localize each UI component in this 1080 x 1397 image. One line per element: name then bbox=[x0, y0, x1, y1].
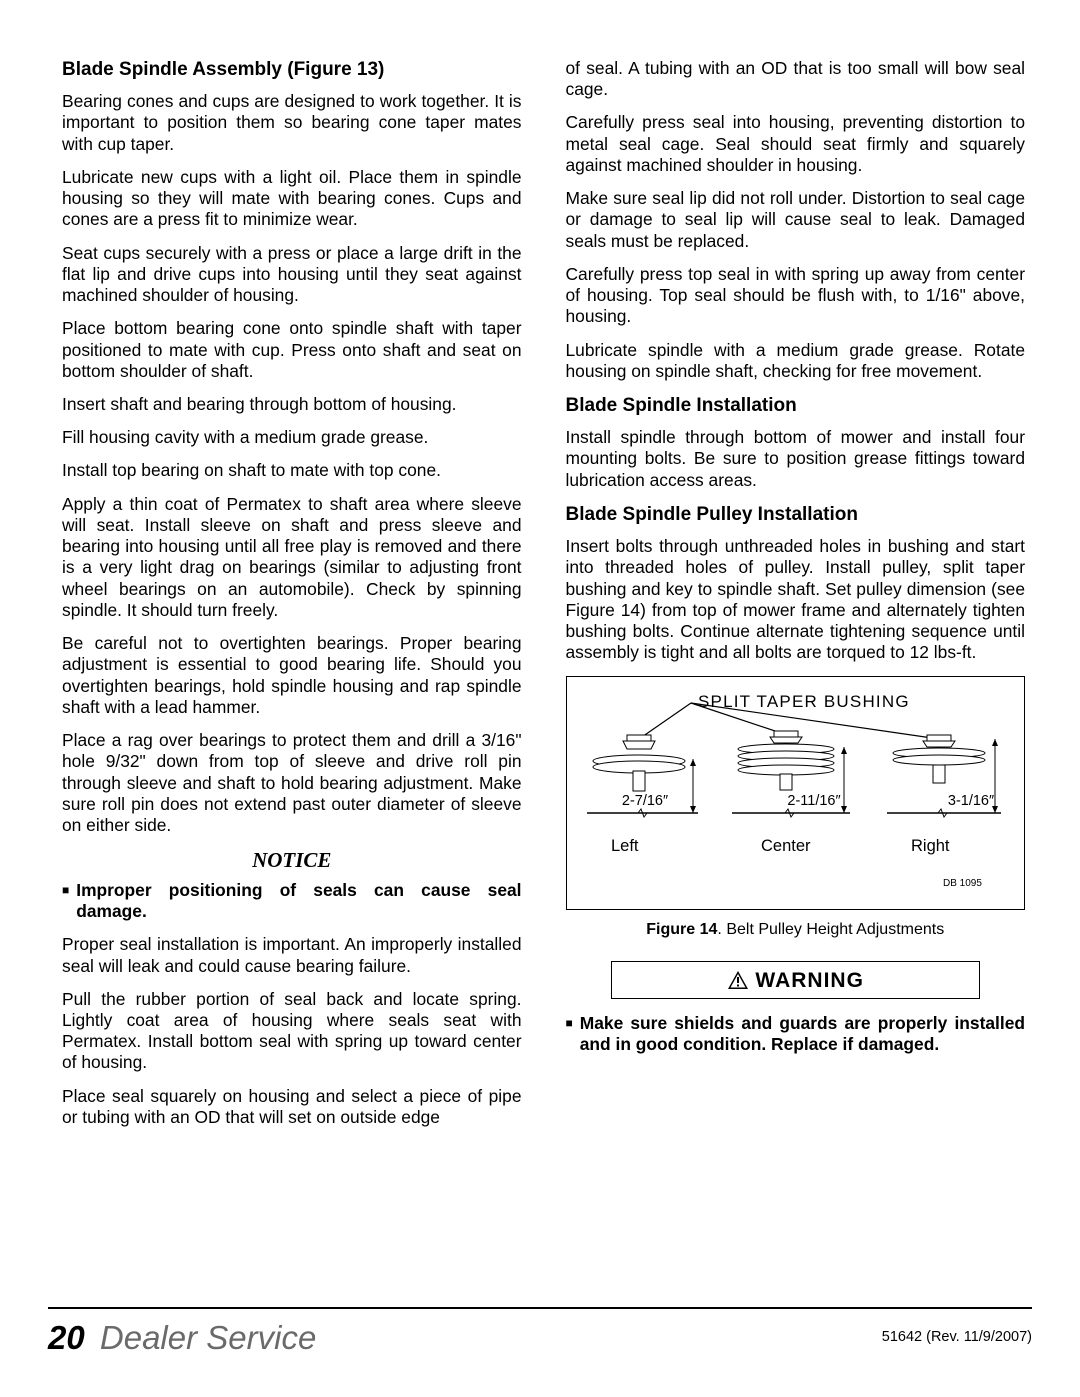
dim-left: 2-7/16″ bbox=[621, 793, 667, 809]
body-text: Be careful not to overtighten bearings. … bbox=[62, 633, 522, 718]
doc-id: 51642 (Rev. 11/9/2007) bbox=[882, 1329, 1032, 1347]
left-pulley: 2-7/16″ bbox=[587, 735, 698, 817]
body-text: Fill housing cavity with a medium grade … bbox=[62, 427, 522, 448]
figure-number: Figure 14 bbox=[646, 921, 717, 938]
body-text: Install top bearing on shaft to mate wit… bbox=[62, 460, 522, 481]
body-text: Place seal squarely on housing and selec… bbox=[62, 1086, 522, 1128]
warning-triangle-icon bbox=[727, 970, 749, 990]
body-text: Carefully press seal into housing, preve… bbox=[566, 112, 1026, 176]
left-column: Blade Spindle Assembly (Figure 13) Beari… bbox=[62, 58, 522, 1128]
warning-box: WARNING bbox=[611, 961, 981, 999]
square-bullet-icon: ■ bbox=[62, 880, 69, 922]
warning-label: WARNING bbox=[755, 969, 864, 992]
warning-bullet: ■ Make sure shields and guards are prope… bbox=[566, 1013, 1026, 1055]
drawing-id: DB 1095 bbox=[943, 878, 982, 889]
heading-blade-spindle-assembly: Blade Spindle Assembly (Figure 13) bbox=[62, 58, 522, 81]
dim-center: 2-11/16″ bbox=[787, 793, 840, 809]
body-text: of seal. A tubing with an OD that is too… bbox=[566, 58, 1026, 100]
body-text: Lubricate new cups with a light oil. Pla… bbox=[62, 167, 522, 231]
body-text: Make sure seal lip did not roll under. D… bbox=[566, 188, 1026, 252]
body-text: Lubricate spindle with a medium grade gr… bbox=[566, 340, 1026, 382]
center-pulley: 2-11/16″ bbox=[732, 731, 850, 817]
body-text: Place a rag over bearings to protect the… bbox=[62, 730, 522, 836]
body-text: Pull the rubber portion of seal back and… bbox=[62, 989, 522, 1074]
heading-pulley-installation: Blade Spindle Pulley Installation bbox=[566, 503, 1026, 526]
page-footer: 20 Dealer Service 51642 (Rev. 11/9/2007) bbox=[48, 1307, 1032, 1367]
right-pulley: 3-1/16″ bbox=[887, 735, 1001, 817]
figure-14-caption: Figure 14. Belt Pulley Height Adjustment… bbox=[566, 920, 1026, 940]
body-text: Insert shaft and bearing through bottom … bbox=[62, 394, 522, 415]
label-left: Left bbox=[611, 837, 639, 855]
footer-section-title: 20 Dealer Service bbox=[48, 1318, 316, 1358]
notice-bullet: ■ Improper positioning of seals can caus… bbox=[62, 880, 522, 922]
dim-right: 3-1/16″ bbox=[947, 793, 993, 809]
body-text: Proper seal installation is important. A… bbox=[62, 934, 522, 976]
body-text: Install spindle through bottom of mower … bbox=[566, 427, 1026, 491]
body-text: Carefully press top seal in with spring … bbox=[566, 264, 1026, 328]
body-text: Insert bolts through unthreaded holes in… bbox=[566, 536, 1026, 663]
right-column: of seal. A tubing with an OD that is too… bbox=[566, 58, 1026, 1128]
page-number: 20 bbox=[48, 1319, 85, 1356]
two-column-layout: Blade Spindle Assembly (Figure 13) Beari… bbox=[62, 58, 1025, 1128]
warning-text: Make sure shields and guards are properl… bbox=[580, 1013, 1025, 1055]
body-text: Bearing cones and cups are designed to w… bbox=[62, 91, 522, 155]
label-center: Center bbox=[761, 837, 811, 855]
notice-heading: NOTICE bbox=[62, 848, 522, 874]
heading-blade-spindle-installation: Blade Spindle Installation bbox=[566, 394, 1026, 417]
body-text: Place bottom bearing cone onto spindle s… bbox=[62, 318, 522, 382]
label-right: Right bbox=[911, 837, 950, 855]
figure-title: . Belt Pulley Height Adjustments bbox=[717, 921, 944, 938]
square-bullet-icon: ■ bbox=[566, 1013, 573, 1055]
body-text: Apply a thin coat of Permatex to shaft a… bbox=[62, 494, 522, 621]
figure-14-box: SPLIT TAPER BUSHING bbox=[566, 676, 1026, 910]
notice-text: Improper positioning of seals can cause … bbox=[76, 880, 521, 922]
pulley-diagram: SPLIT TAPER BUSHING bbox=[583, 691, 1013, 896]
body-text: Seat cups securely with a press or place… bbox=[62, 243, 522, 307]
section-name: Dealer Service bbox=[100, 1319, 316, 1356]
